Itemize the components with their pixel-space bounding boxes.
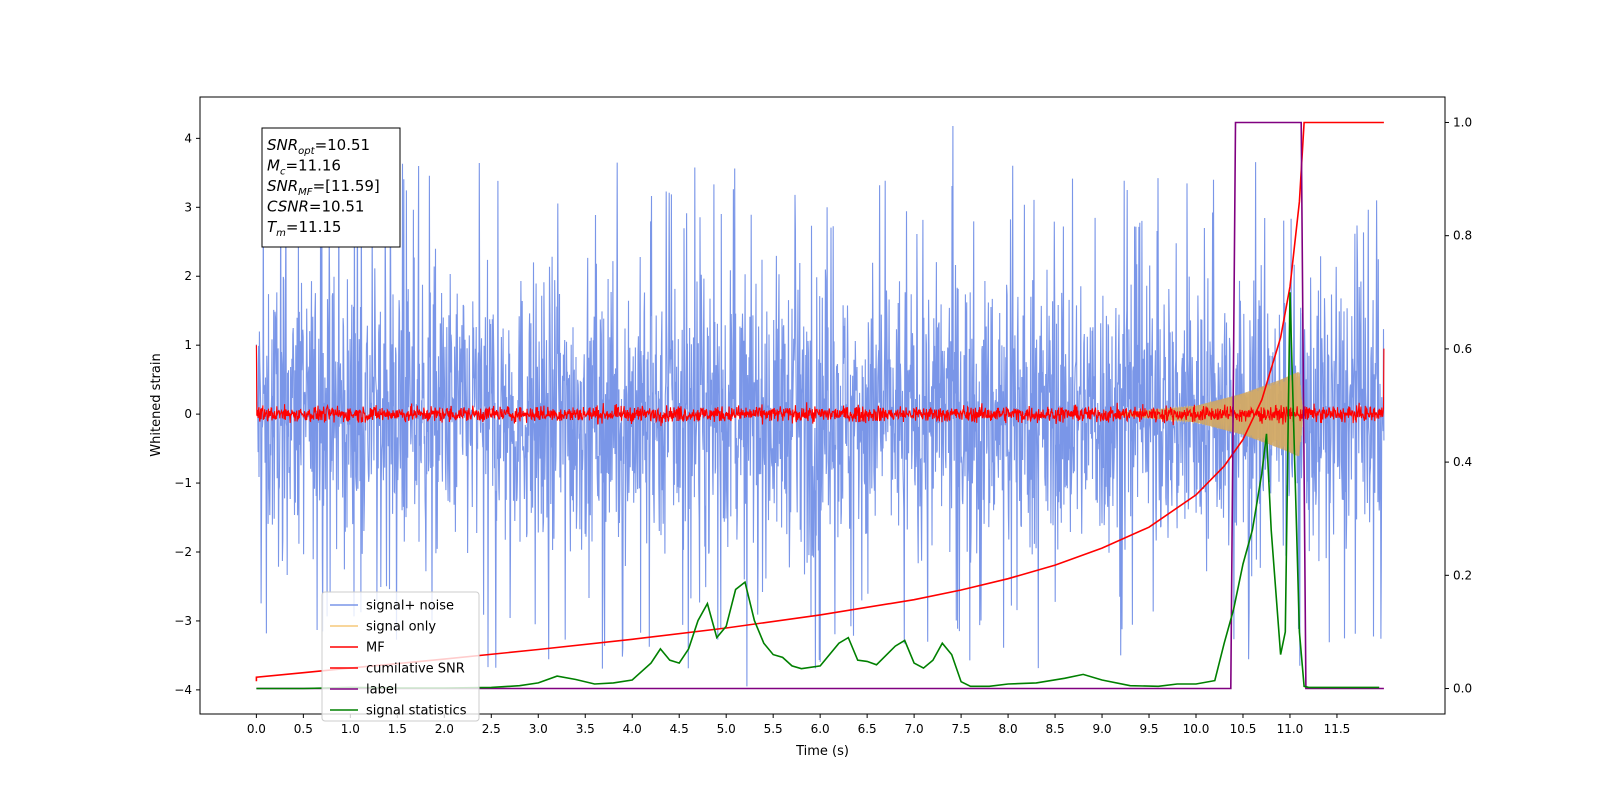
annotation-subscript: m	[276, 228, 286, 239]
x-tick-label: 11.5	[1324, 722, 1351, 736]
x-tick-label: 4.5	[670, 722, 689, 736]
y-tick-label: 3	[184, 200, 192, 214]
x-tick-label: 6.0	[811, 722, 830, 736]
x-tick-label: 11.0	[1277, 722, 1304, 736]
x-tick-label: 8.5	[1046, 722, 1065, 736]
y-axis-label: Whitened strain	[149, 353, 164, 456]
x-tick-label: 6.5	[858, 722, 877, 736]
annotation-line: CSNR=10.51	[267, 198, 364, 216]
y-tick-label: −4	[174, 683, 192, 697]
y2-tick-label: 0.4	[1453, 455, 1472, 469]
y-tick-label: 1	[184, 338, 192, 352]
x-tick-label: 3.0	[529, 722, 548, 736]
x-tick-label: 9.5	[1139, 722, 1158, 736]
annotation-box: SNRopt=10.51Mc=11.16SNRMF=[11.59]CSNR=10…	[261, 127, 401, 248]
legend-entry: cumilative SNR	[366, 662, 465, 677]
x-tick-label: 1.5	[388, 722, 407, 736]
y2-tick-label: 0.0	[1453, 682, 1472, 696]
x-tick-label: 8.0	[999, 722, 1018, 736]
plot-frame	[199, 96, 1446, 715]
annotation-symbol: SNR	[267, 177, 298, 195]
x-tick-label: 5.0	[717, 722, 736, 736]
annotation-symbol: T	[267, 218, 278, 236]
annotation-line: SNRopt=10.51	[267, 136, 370, 157]
y-tick-label: 4	[184, 131, 192, 145]
y2-tick-label: 0.6	[1453, 342, 1472, 356]
annotation-value: =11.16	[285, 157, 341, 175]
annotation-value: =[11.59]	[313, 177, 380, 195]
annotation-value: =10.51	[315, 136, 371, 154]
legend: signal+ noise signal only MF cumilative SNR…	[321, 591, 480, 722]
annotation-line: SNRMF=[11.59]	[267, 177, 380, 198]
series-0-line	[255, 125, 1385, 687]
x-tick-label: 7.0	[905, 722, 924, 736]
series-2-line	[255, 345, 1385, 427]
y2-tick-label: 0.2	[1453, 568, 1472, 582]
annotation-value: =10.51	[309, 198, 365, 216]
x-tick-label: 2.5	[482, 722, 501, 736]
annotation-line: Mc=11.16	[267, 157, 341, 178]
y-axis: −4 −3 −2 −1 0 1 2 3 4	[174, 131, 200, 697]
legend-frame	[321, 591, 480, 722]
annotation-symbol: M	[267, 157, 280, 175]
x-tick-label: 4.0	[623, 722, 642, 736]
y-tick-label: 0	[184, 407, 192, 421]
x-tick-label: 2.0	[435, 722, 454, 736]
x-tick-label: 5.5	[764, 722, 783, 736]
annotation-line: Tm=11.15	[267, 218, 341, 239]
y2-tick-label: 1.0	[1453, 115, 1472, 129]
annotation-value: =11.15	[286, 218, 342, 236]
y-tick-label: −2	[174, 545, 192, 559]
legend-entry: MF	[366, 641, 385, 656]
legend-entry: signal statistics	[366, 704, 467, 719]
x-tick-label: 10.5	[1230, 722, 1257, 736]
y2-axis: 0.0 0.2 0.4 0.6 0.8 1.0	[1445, 115, 1472, 696]
x-axis: 0.0 0.5 1.0 1.5 2.0 2.5 3.0 3.5 4.0 4.5 5.0 5.5 6.0 6…	[247, 714, 1350, 736]
x-tick-label: 7.5	[952, 722, 971, 736]
annotation-subscript: MF	[298, 187, 313, 198]
legend-entry: signal+ noise	[366, 599, 454, 614]
annotation-symbol: SNR	[267, 136, 298, 154]
annotation-subscript: opt	[298, 146, 315, 157]
series-5-line	[256, 292, 1380, 690]
legend-entry: label	[366, 683, 397, 698]
y-tick-label: −1	[174, 476, 192, 490]
y2-tick-label: 0.8	[1453, 229, 1472, 243]
annotation-frame	[261, 127, 401, 248]
x-tick-label: 9.0	[1092, 722, 1111, 736]
series-4-line	[256, 121, 1384, 690]
x-axis-label: Time (s)	[795, 744, 849, 759]
annotation-subscript: c	[280, 167, 286, 178]
annotation-symbol: CSNR	[267, 198, 309, 216]
x-tick-label: 10.0	[1183, 722, 1210, 736]
x-tick-label: 1.0	[341, 722, 360, 736]
y-tick-label: −3	[174, 614, 192, 628]
y-tick-label: 2	[184, 269, 192, 283]
legend-entry: signal only	[366, 620, 436, 635]
x-tick-label: 3.5	[576, 722, 595, 736]
x-tick-label: 0.5	[294, 722, 313, 736]
x-tick-label: 0.0	[247, 722, 266, 736]
